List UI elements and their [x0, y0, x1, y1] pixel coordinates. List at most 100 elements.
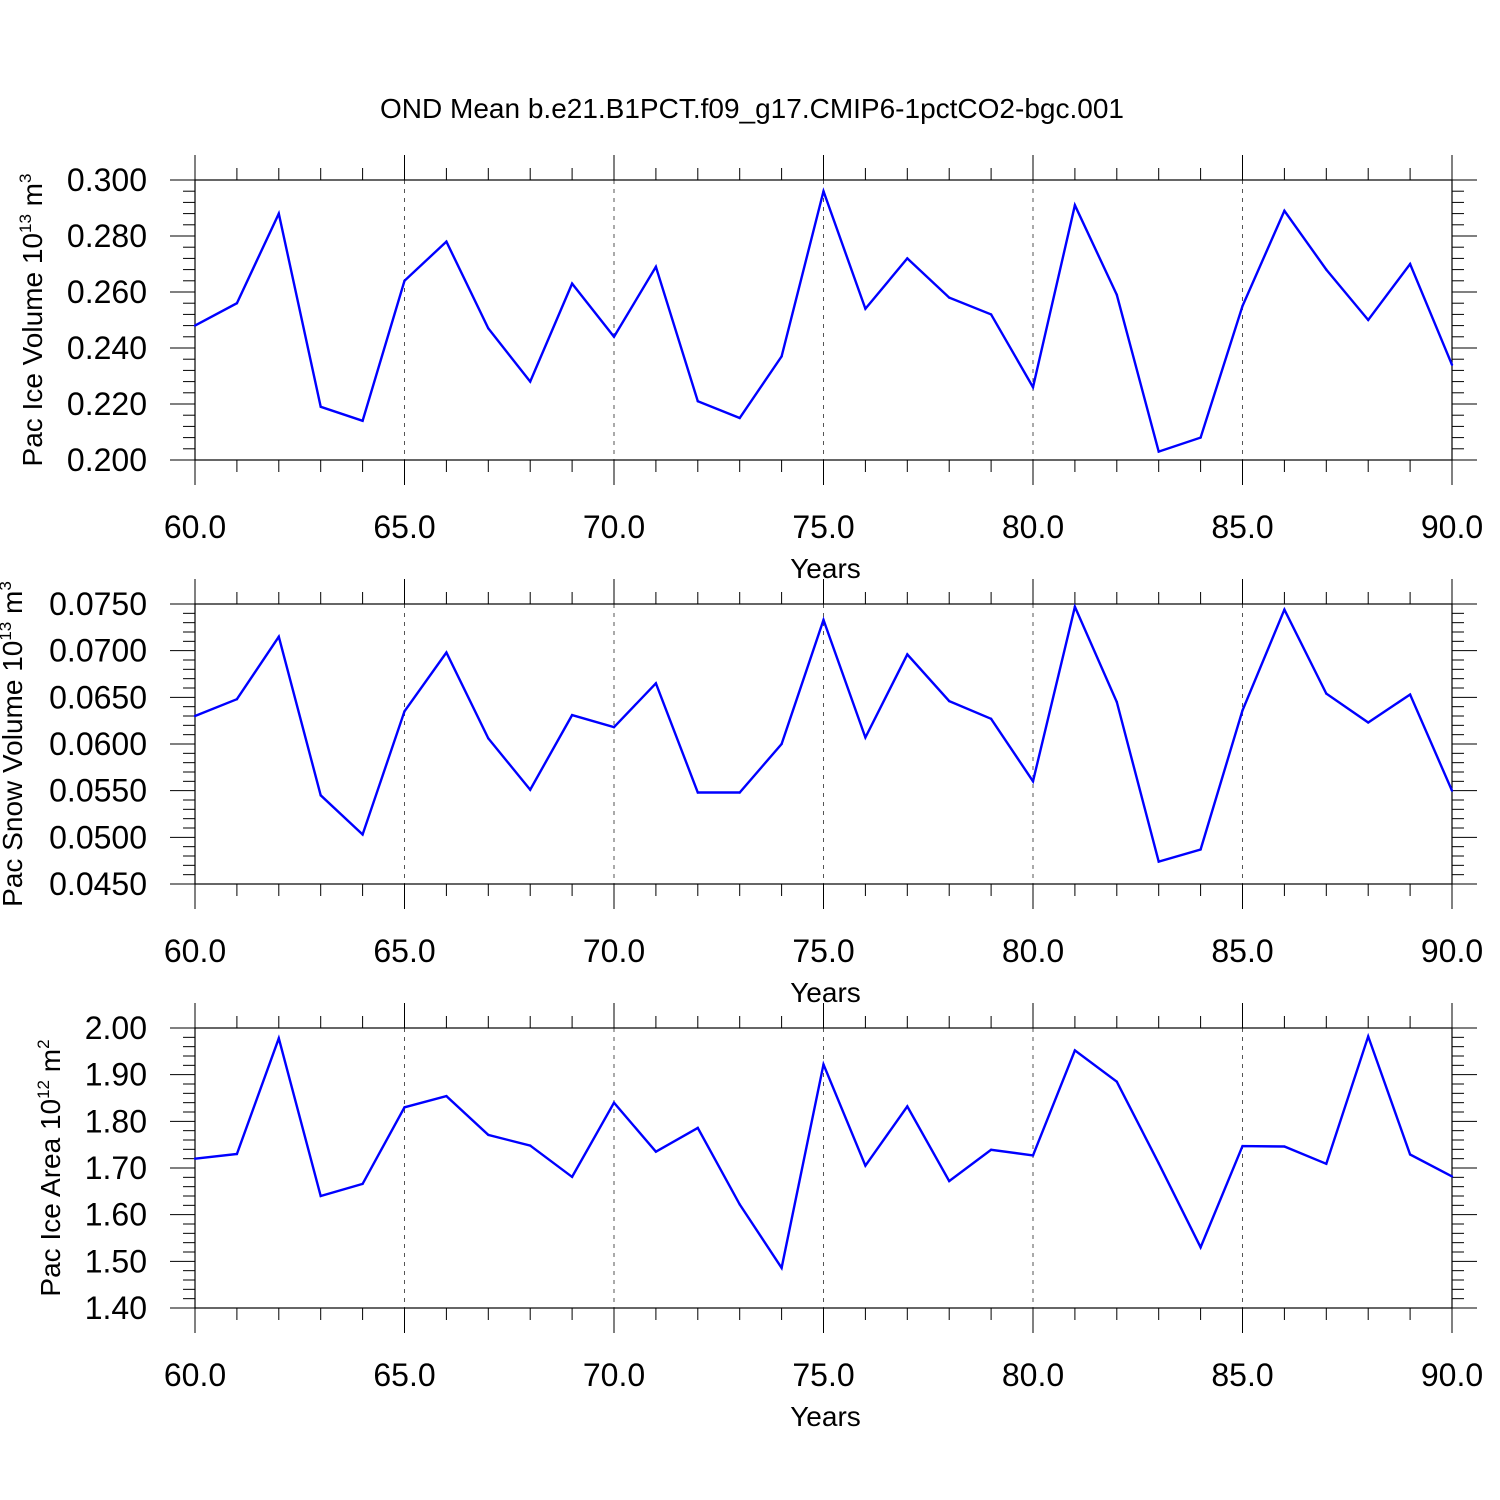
data-point: [989, 1148, 993, 1152]
data-point: [1325, 692, 1328, 695]
chart-panel-3: 60.0 65.0 70.0 75.0 80.0 85.0 90.0 1.40 1.50 1.60…: [34, 1003, 1483, 1432]
data-point: [1450, 1175, 1454, 1178]
data-point: [1157, 450, 1160, 453]
y-axis-label: Pac Snow Volume 1013 m3: [0, 581, 28, 907]
data-point: [1157, 1162, 1160, 1165]
panels: 60.0 65.0 70.0 75.0 80.0 85.0 90.0 0.200 0.220 0.…: [0, 155, 1483, 1432]
x-tick-label: 75.0: [792, 933, 854, 969]
data-point: [906, 257, 909, 260]
data-point: [445, 651, 448, 654]
data-point: [948, 296, 951, 299]
data-point: [1241, 709, 1244, 712]
y-tick-label: 1.40: [85, 1290, 147, 1326]
data-point: [361, 833, 364, 836]
x-tick-label: 85.0: [1211, 933, 1273, 969]
data-point: [1325, 1162, 1328, 1166]
data-point: [487, 327, 490, 330]
data-point: [487, 1133, 490, 1137]
x-tick-label: 90.0: [1421, 509, 1483, 545]
y-tick-label: 1.90: [85, 1057, 147, 1093]
data-point: [445, 240, 448, 243]
y-tick-label: 1.80: [85, 1103, 147, 1139]
y-tick-label: 1.50: [85, 1243, 147, 1279]
x-tick-label: 60.0: [164, 1357, 226, 1393]
data-point: [235, 302, 239, 305]
data-point: [1199, 1246, 1202, 1249]
data-point: [1031, 780, 1035, 783]
y-tick-label: 0.0750: [49, 586, 147, 622]
data-point: [277, 635, 280, 638]
data-point: [654, 265, 658, 268]
y-tick-label: 1.70: [85, 1150, 147, 1186]
data-point: [235, 1152, 239, 1156]
data-point: [1450, 789, 1454, 792]
data-point: [738, 791, 741, 794]
data-point: [864, 1164, 867, 1167]
data-point: [989, 717, 993, 720]
data-point: [570, 713, 574, 717]
x-tick-label: 65.0: [373, 509, 435, 545]
y-axis-label: Pac Ice Area 1012 m2: [34, 1039, 66, 1296]
data-point: [948, 1179, 951, 1183]
data-point: [529, 788, 532, 791]
x-tick-label: 85.0: [1211, 509, 1273, 545]
x-tick-label: 75.0: [792, 1357, 854, 1393]
data-point: [1115, 700, 1119, 704]
data-point: [906, 1105, 909, 1108]
y-tick-label: 0.300: [67, 162, 147, 198]
y-tick-label: 1.60: [85, 1197, 147, 1233]
data-point: [780, 1266, 783, 1270]
data-point: [1367, 1035, 1370, 1038]
data-point: [864, 736, 867, 739]
data-point: [1241, 304, 1244, 308]
x-axis-label: Years: [790, 1401, 861, 1432]
data-point: [1073, 204, 1077, 207]
chart-title: OND Mean b.e21.B1PCT.f09_g17.CMIP6-1pctC…: [380, 93, 1124, 124]
data-point: [193, 714, 197, 718]
y-tick-label: 0.0650: [49, 679, 147, 715]
x-tick-label: 65.0: [373, 933, 435, 969]
data-point: [529, 380, 532, 383]
data-point: [948, 699, 951, 703]
data-point: [1325, 268, 1328, 271]
data-point: [696, 1126, 699, 1130]
x-tick-label: 80.0: [1002, 933, 1064, 969]
data-point: [319, 794, 322, 797]
series-line: [194, 1032, 1453, 1271]
data-point: [1031, 1154, 1035, 1157]
data-point: [319, 1194, 322, 1198]
data-point: [612, 726, 616, 729]
data-point: [1408, 693, 1412, 696]
data-point: [654, 1150, 658, 1153]
x-tick-label: 90.0: [1421, 1357, 1483, 1393]
y-tick-label: 0.0500: [49, 819, 147, 855]
data-point: [654, 682, 658, 685]
data-point: [1450, 363, 1454, 366]
series-line: [194, 187, 1454, 454]
x-tick-label: 70.0: [583, 1357, 645, 1393]
data-point: [319, 405, 322, 408]
data-point: [822, 618, 825, 622]
data-point: [487, 737, 490, 740]
y-tick-label: 0.220: [67, 386, 147, 422]
y-tick-label: 0.280: [67, 218, 147, 254]
chart-panel-2: 60.0 65.0 70.0 75.0 80.0 85.0 90.0 0.0450 0.0500…: [0, 579, 1483, 1008]
data-point: [1367, 721, 1370, 724]
data-point: [822, 1063, 825, 1066]
data-point: [361, 419, 364, 422]
x-tick-label: 80.0: [1002, 509, 1064, 545]
chart-panel-1: 60.0 65.0 70.0 75.0 80.0 85.0 90.0 0.200 0.220 0.…: [16, 155, 1483, 584]
y-tick-label: 0.0550: [49, 773, 147, 809]
data-point: [361, 1182, 364, 1186]
x-tick-label: 75.0: [792, 509, 854, 545]
data-point: [1157, 860, 1160, 863]
y-tick-label: 0.240: [67, 330, 147, 366]
data-point: [403, 1106, 406, 1109]
data-point: [780, 742, 783, 746]
data-point: [1073, 605, 1077, 608]
data-point: [570, 1175, 574, 1179]
data-point: [780, 355, 783, 358]
y-tick-label: 0.0600: [49, 726, 147, 762]
x-tick-label: 60.0: [164, 509, 226, 545]
